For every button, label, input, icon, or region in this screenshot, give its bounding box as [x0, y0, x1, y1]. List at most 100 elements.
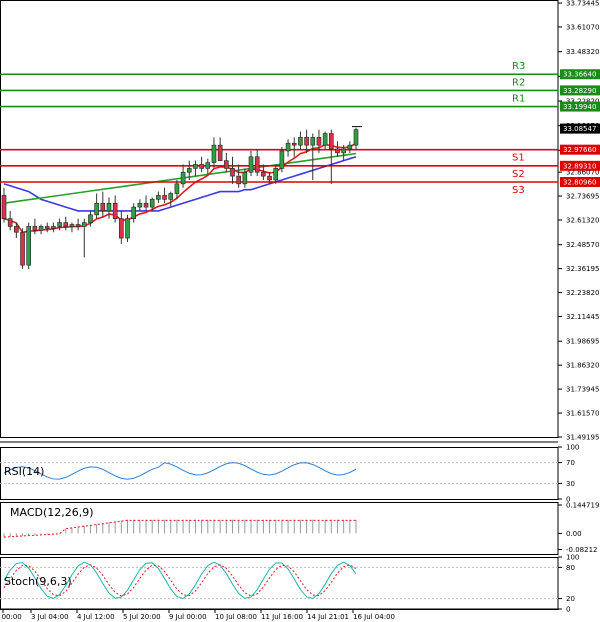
time-tick-label: 5 Jul 20:00: [123, 613, 161, 621]
candle-bear: [230, 168, 235, 177]
candle-bear: [143, 202, 149, 208]
level-price-label: 32.89310: [563, 162, 596, 170]
candle-bear: [20, 231, 25, 266]
macd-signal-line: [3, 519, 356, 538]
main-pane-frame: [0, 0, 559, 438]
time-tick-label: 11 Jul 16:00: [261, 613, 303, 621]
candle-bull: [298, 137, 303, 146]
price-tick-label: 33.48320: [566, 48, 599, 56]
price-tick-label: 33.61070: [566, 23, 599, 31]
candle-bear: [32, 226, 38, 231]
candle-bear: [112, 202, 118, 219]
candle-bull: [26, 226, 32, 266]
ma-medium-line: [3, 152, 357, 204]
candle-bear: [199, 164, 204, 169]
level-price-tag: [560, 101, 600, 112]
time-tick-label: 14 Jul 21:01: [307, 613, 349, 621]
level-price-label: 33.28290: [563, 87, 596, 95]
price-tick-label: 32.36195: [566, 265, 599, 273]
candle-bear: [14, 226, 19, 233]
candle-bull: [57, 222, 62, 227]
candle-bear: [100, 202, 106, 212]
candle-bear: [162, 195, 167, 200]
level-price-label: 32.97660: [563, 146, 596, 154]
candle-bull: [149, 199, 155, 208]
price-tick-label: 31.98695: [566, 338, 599, 346]
ma-slow-line: [3, 155, 357, 212]
price-tick-label: 32.86070: [566, 169, 599, 177]
time-tick-label: 4 Jul 12:00: [77, 613, 115, 621]
time-tick-label: 3 Jul 00:00: [0, 613, 22, 621]
candle-bull: [279, 150, 285, 169]
price-tick-label: 31.61570: [566, 410, 599, 418]
candle-bull: [174, 183, 180, 194]
price-tick-label: 31.73945: [566, 386, 599, 394]
current-price-tag: [560, 123, 600, 134]
candle-bear: [7, 218, 13, 227]
rsi-tick-label: 30: [566, 480, 575, 488]
candle-bull: [186, 168, 192, 173]
candle-bear: [316, 137, 322, 146]
candle-bull: [211, 144, 217, 163]
candle-bull: [51, 226, 56, 229]
candle-bear: [224, 160, 229, 169]
candle-bull: [273, 168, 279, 181]
time-tick-label: 3 Jul 04:00: [31, 613, 69, 621]
rsi-tick-label: 100: [566, 444, 579, 452]
candle-bull: [156, 195, 161, 200]
price-tick-label: 32.48570: [566, 241, 599, 249]
candle-bull: [310, 137, 316, 146]
rsi-label: RSI(14): [4, 465, 44, 478]
rsi-line: [3, 462, 357, 480]
candle-bear: [304, 137, 309, 146]
candle-bear: [328, 133, 334, 150]
level-price-tag: [560, 176, 600, 187]
candle-bull: [180, 171, 186, 185]
time-tick-label: 9 Jul 00:00: [169, 613, 207, 621]
price-tick-label: 32.23820: [566, 289, 599, 297]
price-tick-label: 32.11445: [566, 313, 599, 321]
ma-fast-line: [3, 142, 357, 234]
level-price-label: 32.80960: [563, 178, 596, 186]
level-price-tag: [560, 160, 600, 171]
candle-bull: [137, 202, 143, 208]
candle-bear: [44, 226, 50, 229]
indicator-pane-frame: [0, 447, 559, 500]
candle-bull: [242, 171, 248, 185]
level-name-r1: R1: [512, 94, 525, 105]
candle-bull: [38, 226, 44, 231]
stoch-tick-label: 20: [566, 595, 575, 603]
candle-bull: [94, 202, 99, 216]
candle-bull: [69, 224, 75, 227]
candle-bull: [106, 202, 112, 212]
level-price-tag: [560, 85, 600, 96]
level-name-r3: R3: [512, 61, 525, 72]
candle-bull: [81, 222, 87, 227]
level-price-label: 33.36640: [563, 71, 596, 79]
candle-bull: [347, 144, 353, 150]
candle-bull: [88, 214, 93, 223]
current-price-label: 33.08547: [563, 125, 596, 133]
macd-tick-label: 0.00: [566, 530, 582, 538]
stoch-k-line: [3, 561, 357, 600]
price-tick-label: 31.49195: [566, 434, 599, 442]
price-tick-label: 33.73445: [566, 0, 599, 8]
candle-bull: [248, 156, 254, 173]
time-tick-label: 10 Jul 08:00: [215, 613, 257, 621]
candle-bear: [236, 175, 241, 185]
candle-bear: [63, 222, 69, 227]
candle-bear: [261, 171, 266, 177]
price-tick-label: 32.73695: [566, 193, 599, 201]
candle-bear: [217, 144, 223, 161]
candle-bear: [267, 175, 272, 181]
candle-bull: [205, 162, 211, 169]
indicator-pane-frame: [0, 557, 559, 610]
macd-tick-label: 0.144719: [566, 501, 599, 509]
candle-bull: [285, 142, 291, 152]
candle-bear: [291, 142, 297, 146]
price-tick-label: 32.61320: [566, 217, 599, 225]
time-tick-label: 16 Jul 04:00: [353, 613, 395, 621]
macd-tick-label: -0.08212: [566, 546, 597, 554]
candle-bear: [1, 195, 7, 219]
